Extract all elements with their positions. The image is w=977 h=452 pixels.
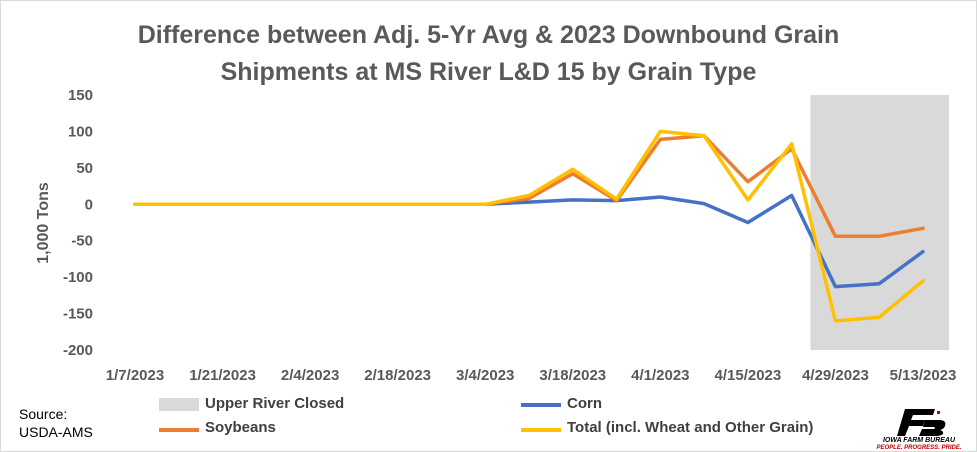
y-axis-label: 1,000 Tons	[35, 182, 52, 264]
chart-title-line-1: Difference between Adj. 5-Yr Avg & 2023 …	[137, 21, 840, 49]
x-tick-label: 2/18/2023	[364, 367, 431, 384]
series-line-total	[133, 129, 925, 323]
shaded-region-layer	[810, 95, 949, 350]
x-tick-label: 1/21/2023	[189, 367, 256, 384]
x-tick-label: 4/29/2023	[802, 367, 869, 384]
x-tick-label: 4/15/2023	[715, 367, 782, 384]
shaded-region-upper-river-closed	[810, 95, 949, 350]
logo-tagline: PEOPLE. PROGRESS. PRIDE.	[876, 445, 962, 451]
x-tick-label: 1/7/2023	[106, 367, 164, 384]
y-tick-label: 150	[68, 87, 93, 104]
y-tick-label: -50	[71, 233, 93, 250]
source-value: USDA-AMS	[19, 424, 93, 440]
chart-title-line-2: Shipments at MS River L&D 15 by Grain Ty…	[220, 58, 757, 86]
series-line-corn	[133, 193, 925, 289]
y-tick-label: 0	[85, 196, 93, 213]
y-tick-label: 50	[76, 160, 93, 177]
source-label: Source:	[19, 406, 68, 422]
y-tick-label: -200	[63, 342, 93, 359]
y-tick-label: 100	[68, 123, 93, 140]
legend-swatch-total	[521, 428, 561, 432]
legend-swatch-corn	[521, 403, 561, 407]
x-tick-label: 3/18/2023	[539, 367, 606, 384]
fb-logo-icon	[897, 409, 946, 436]
legend-label-total: Total (incl. Wheat and Other Grain)	[567, 419, 814, 436]
legend-swatch-soybeans	[159, 428, 199, 432]
logo-name: IOWA FARM BUREAU	[882, 437, 956, 444]
x-tick-label: 2/4/2023	[281, 367, 339, 384]
x-tick-label: 4/1/2023	[631, 367, 689, 384]
legend-label-upper-river-closed: Upper River Closed	[205, 395, 345, 412]
legend-swatch-upper-river-closed	[159, 398, 199, 411]
y-tick-label: -150	[63, 306, 93, 323]
iowa-farm-bureau-logo: IOWA FARM BUREAU PEOPLE. PROGRESS. PRIDE…	[867, 407, 971, 451]
x-tick-label: 3/4/2023	[456, 367, 514, 384]
legend-label-soybeans: Soybeans	[205, 419, 276, 436]
series-layer	[133, 129, 925, 323]
axis-layer: 150 100 50 0 -50 -100 -150 -200 1/7/2023 1/21/202…	[63, 87, 956, 384]
y-tick-label: -100	[63, 269, 93, 286]
x-tick-label: 5/13/2023	[890, 367, 957, 384]
legend-label-corn: Corn	[567, 395, 602, 412]
